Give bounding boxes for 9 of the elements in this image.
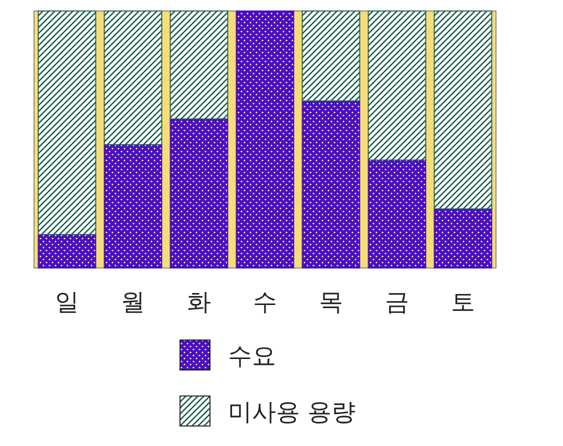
- x-tick-label: 월: [121, 288, 145, 316]
- x-tick-label: 일: [55, 288, 79, 316]
- x-tick-label: 화: [187, 288, 211, 316]
- x-tick-label: 금: [385, 288, 409, 316]
- x-tick-label: 수: [253, 288, 277, 316]
- x-tick-label: 토: [451, 288, 475, 316]
- legend-label: 미사용 용량: [228, 398, 356, 426]
- legend-label: 수요: [228, 342, 276, 370]
- x-tick-label: 목: [319, 288, 343, 316]
